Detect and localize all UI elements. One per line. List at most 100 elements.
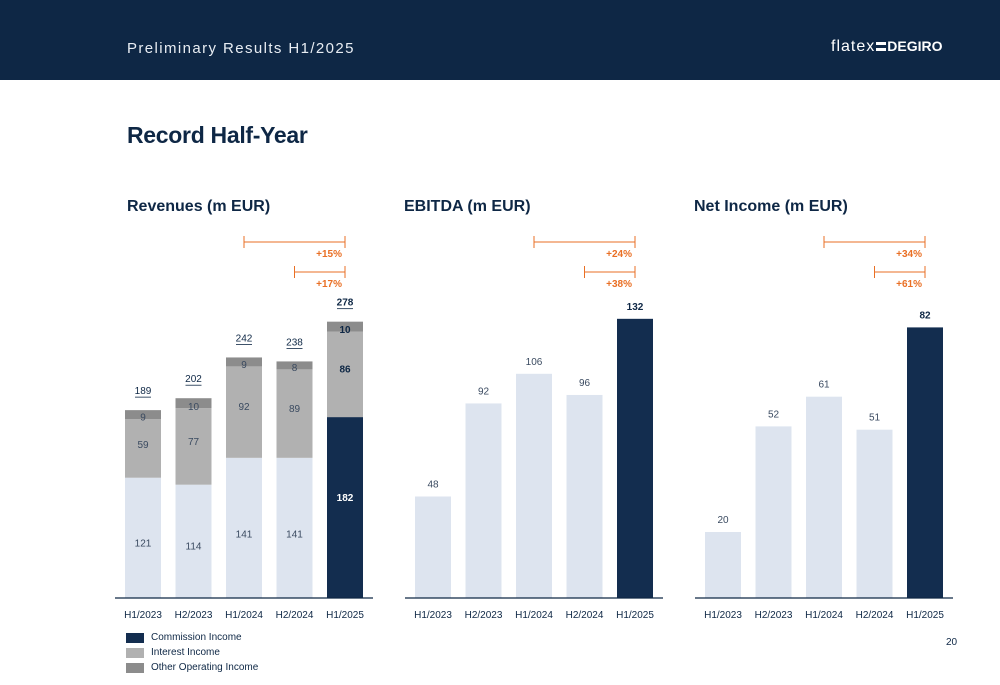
x-tick-label: H2/2023 — [465, 610, 503, 621]
x-tick-label: H1/2025 — [906, 610, 944, 621]
growth-label: +24% — [606, 249, 632, 260]
ebitda-chart-title: EBITDA (m EUR) — [404, 198, 531, 215]
x-tick-label: H1/2025 — [616, 610, 654, 621]
bar-total-label: 202 — [185, 374, 202, 385]
x-tick-label: H2/2024 — [566, 610, 604, 621]
bar-segment-interest — [327, 331, 363, 418]
bar-segment-label: 59 — [137, 440, 149, 451]
bar-segment-other — [327, 321, 363, 332]
x-tick-label: H2/2023 — [755, 610, 793, 621]
bar-segment-other — [175, 398, 212, 409]
legend-label: Commission Income — [151, 632, 242, 643]
x-tick-label: H1/2024 — [805, 610, 843, 621]
page-title: Record Half-Year — [127, 122, 308, 148]
bar-value-label: 51 — [869, 413, 881, 424]
bar-value-label: 96 — [579, 378, 591, 389]
legend-swatch-other — [126, 662, 144, 673]
bar — [617, 318, 653, 598]
bar-total-label: 242 — [236, 333, 253, 344]
page-number: 20 — [946, 637, 958, 648]
bar-value-label: 106 — [526, 357, 543, 368]
bar — [705, 532, 741, 598]
logo-text-flatex: flatex — [831, 38, 876, 55]
x-tick-label: H1/2024 — [225, 610, 263, 621]
header-bar: Preliminary Results H1/2025 flatex DEGIRO — [0, 0, 1000, 80]
bar-segment-other — [276, 361, 313, 370]
bar-segment-label: 86 — [339, 365, 351, 376]
bar — [907, 327, 943, 598]
logo-text-degiro: DEGIRO — [887, 38, 943, 54]
x-tick-label: H2/2024 — [276, 610, 314, 621]
revenues-chart-title: Revenues (m EUR) — [127, 198, 271, 215]
bar-total-label: 189 — [135, 386, 152, 397]
growth-label: +15% — [316, 249, 342, 260]
x-tick-label: H2/2023 — [175, 610, 213, 621]
bar-segment-interest — [125, 419, 161, 478]
bar-segment-other — [125, 410, 161, 420]
bar-segment-label: 141 — [236, 530, 253, 541]
bar-segment-commission — [327, 417, 363, 598]
growth-label: +34% — [896, 249, 922, 260]
bar-value-label: 20 — [717, 515, 729, 526]
bar-value-label: 92 — [478, 386, 490, 397]
bar — [856, 429, 893, 598]
logo-equals-mark — [876, 41, 887, 51]
bar — [516, 373, 552, 598]
legend-item: Commission Income — [126, 630, 258, 645]
legend-swatch-interest — [126, 647, 144, 658]
bar-segment-label: 182 — [337, 493, 354, 504]
bar-value-label: 132 — [627, 302, 644, 313]
bar-total-label: 278 — [337, 298, 354, 309]
bar-value-label: 52 — [768, 409, 780, 420]
x-tick-label: H2/2024 — [856, 610, 894, 621]
bar-segment-label: 114 — [186, 542, 202, 553]
bar — [755, 426, 792, 598]
bar-segment-label: 8 — [292, 363, 298, 374]
bar — [806, 396, 842, 598]
legend-label: Interest Income — [151, 647, 220, 658]
bar-segment-label: 141 — [286, 530, 303, 541]
revenues-legend: Commission Income Interest Income Other … — [126, 630, 258, 675]
bar-segment-label: 9 — [241, 360, 247, 371]
bar-segment-label: 92 — [238, 402, 250, 413]
legend-item: Interest Income — [126, 645, 258, 660]
bar-value-label: 61 — [818, 380, 830, 391]
flatexdegiro-logo: flatex DEGIRO — [831, 38, 942, 56]
bar-segment-commission — [226, 457, 262, 598]
bar-segment-label: 10 — [188, 402, 200, 413]
bar-value-label: 82 — [919, 310, 931, 321]
growth-label: +61% — [896, 279, 922, 290]
bar — [465, 403, 502, 598]
bar — [566, 394, 603, 598]
bar-segment-commission — [175, 484, 212, 598]
legend-item: Other Operating Income — [126, 660, 258, 675]
net-income-chart-title: Net Income (m EUR) — [694, 198, 848, 215]
x-tick-label: H1/2024 — [515, 610, 553, 621]
bar-segment-interest — [175, 408, 212, 485]
bar-segment-interest — [276, 369, 313, 458]
bar-segment-other — [226, 357, 262, 367]
growth-label: +38% — [606, 279, 632, 290]
bar-segment-commission — [276, 457, 313, 598]
growth-label: +17% — [316, 279, 342, 290]
x-tick-label: H1/2023 — [124, 610, 162, 621]
bar-total-label: 238 — [286, 337, 303, 348]
x-tick-label: H1/2023 — [704, 610, 742, 621]
bar-segment-label: 10 — [339, 325, 351, 336]
bar-segment-label: 77 — [188, 437, 200, 448]
bar-value-label: 48 — [427, 479, 439, 490]
bar-segment-interest — [226, 366, 262, 458]
x-tick-label: H1/2023 — [414, 610, 452, 621]
bar-segment-commission — [125, 477, 161, 598]
legend-label: Other Operating Income — [151, 662, 259, 673]
x-tick-label: H1/2025 — [326, 610, 364, 621]
bar — [415, 496, 451, 598]
bar-segment-label: 121 — [135, 539, 152, 550]
legend-swatch-commission — [126, 632, 144, 643]
presentation-title: Preliminary Results H1/2025 — [127, 40, 355, 57]
bar-segment-label: 89 — [289, 404, 301, 415]
bar-segment-label: 9 — [140, 413, 146, 424]
